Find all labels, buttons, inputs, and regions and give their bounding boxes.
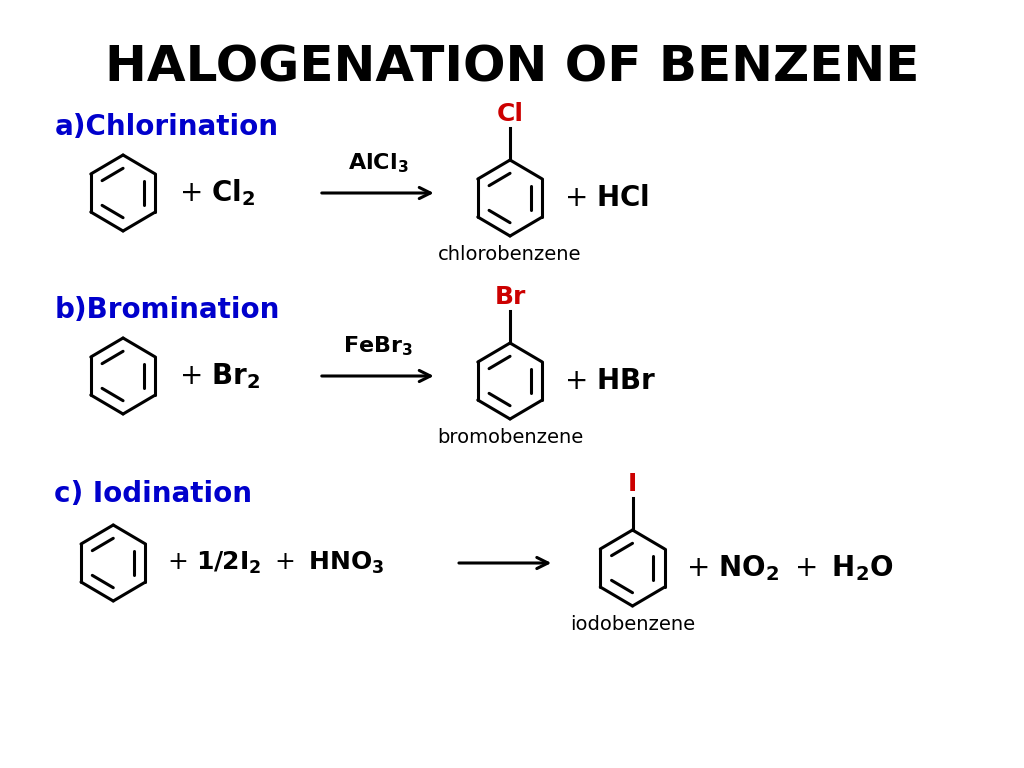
Text: Cl: Cl [497, 102, 523, 126]
Text: $+\ \mathbf{HCl}$: $+\ \mathbf{HCl}$ [564, 184, 649, 212]
Text: chlorobenzene: chlorobenzene [438, 245, 582, 264]
Text: $+\ \mathbf{HBr}$: $+\ \mathbf{HBr}$ [564, 367, 656, 395]
Text: c) Iodination: c) Iodination [54, 480, 253, 508]
Text: $\mathbf{FeBr_3}$: $\mathbf{FeBr_3}$ [343, 334, 413, 358]
Text: bromobenzene: bromobenzene [437, 428, 583, 447]
Text: b)Bromination: b)Bromination [54, 296, 280, 324]
Text: iodobenzene: iodobenzene [570, 615, 695, 634]
Text: $+\ \mathbf{NO_2}\ +\ \mathbf{H_2O}$: $+\ \mathbf{NO_2}\ +\ \mathbf{H_2O}$ [686, 553, 894, 583]
Text: Br: Br [495, 285, 525, 309]
Text: $+\ \mathbf{Br_2}$: $+\ \mathbf{Br_2}$ [179, 361, 260, 391]
Text: HALOGENATION OF BENZENE: HALOGENATION OF BENZENE [104, 43, 920, 91]
Text: a)Chlorination: a)Chlorination [54, 113, 279, 141]
Text: $+\ \mathbf{1/2I_2}\ +\ \mathbf{HNO_3}$: $+\ \mathbf{1/2I_2}\ +\ \mathbf{HNO_3}$ [167, 550, 385, 576]
Text: $\mathbf{AlCl_3}$: $\mathbf{AlCl_3}$ [347, 151, 408, 175]
Text: $+\ \mathbf{Cl_2}$: $+\ \mathbf{Cl_2}$ [179, 177, 255, 208]
Text: I: I [628, 472, 637, 496]
